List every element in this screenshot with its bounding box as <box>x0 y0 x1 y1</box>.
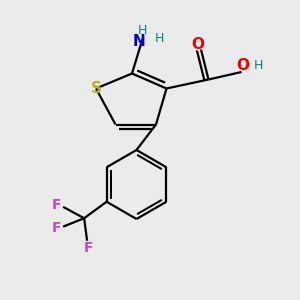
Text: S: S <box>91 81 101 96</box>
Text: F: F <box>52 198 61 212</box>
Text: H: H <box>253 59 263 72</box>
Text: N: N <box>133 34 146 49</box>
Text: O: O <box>191 37 204 52</box>
Text: H: H <box>138 24 147 37</box>
Text: H: H <box>154 32 164 46</box>
Text: F: F <box>52 221 61 235</box>
Text: O: O <box>236 58 250 73</box>
Text: F: F <box>84 241 93 255</box>
